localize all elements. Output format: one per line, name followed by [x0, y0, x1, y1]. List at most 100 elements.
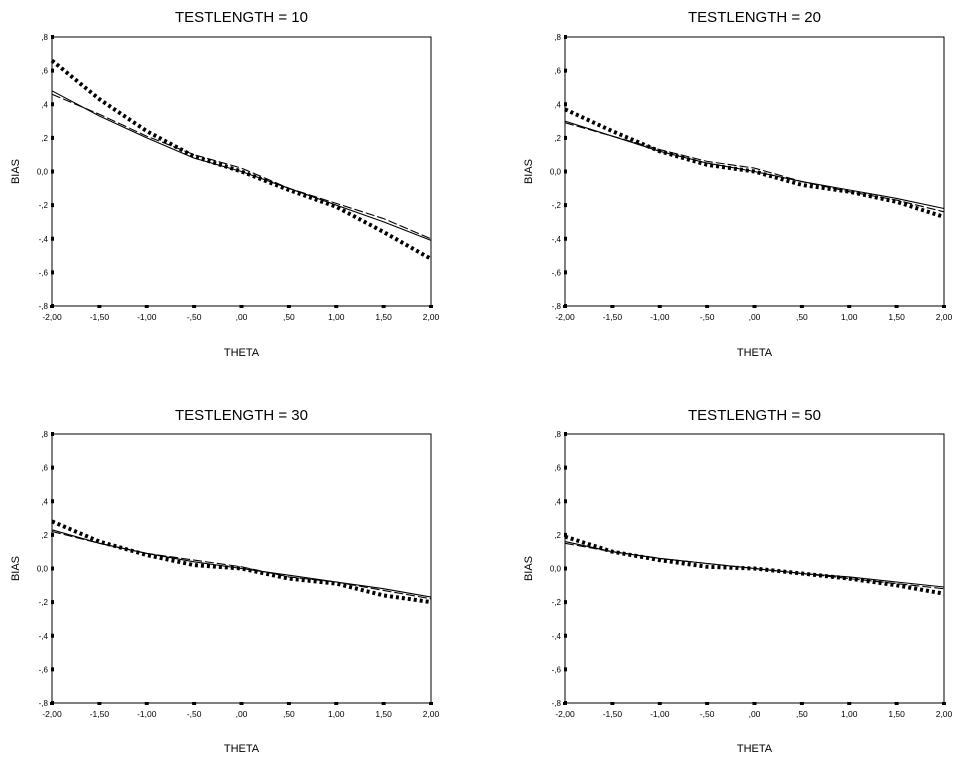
x-tick-label: -,50	[187, 709, 202, 719]
series-line-dashed	[564, 122, 945, 213]
x-axis-label: THETA	[224, 347, 260, 359]
y-tick-label: -,6	[552, 268, 562, 277]
x-tick-label: -,50	[187, 312, 202, 322]
x-tick-mark	[752, 305, 757, 308]
series-line-solid	[564, 541, 945, 588]
y-tick-mark	[564, 600, 567, 605]
x-tick-label: ,00	[749, 312, 761, 322]
x-tick-mark	[144, 305, 149, 308]
x-tick-mark	[799, 702, 804, 705]
x-tick-mark	[97, 702, 102, 705]
x-tick-label: -1,50	[90, 709, 110, 719]
x-tick-mark	[97, 305, 102, 308]
y-tick-label: ,2	[554, 531, 561, 540]
y-tick-label: ,6	[554, 67, 561, 76]
y-tick-label: ,4	[554, 100, 561, 109]
y-tick-label: ,8	[41, 430, 48, 439]
y-tick-mark	[51, 465, 54, 470]
y-axis-label: BIAS	[10, 556, 22, 581]
y-tick-mark	[564, 102, 567, 107]
x-tick-label: 2,00	[936, 312, 953, 322]
y-tick-mark	[51, 135, 54, 140]
x-tick-mark	[192, 305, 197, 308]
x-tick-mark	[847, 702, 852, 705]
x-tick-label: 1,00	[841, 709, 858, 719]
y-axis-label: BIAS	[523, 556, 535, 581]
x-tick-mark	[563, 305, 567, 308]
y-tick-mark	[564, 135, 567, 140]
y-tick-label: ,6	[554, 464, 561, 473]
y-tick-mark	[51, 203, 54, 208]
series-line-dashed	[51, 93, 432, 240]
y-tick-label: -,6	[39, 665, 49, 674]
x-tick-mark	[942, 305, 946, 308]
x-axis-label: THETA	[737, 743, 773, 755]
x-tick-label: -,50	[700, 709, 715, 719]
x-tick-mark	[286, 702, 291, 705]
x-tick-mark	[192, 702, 197, 705]
y-tick-mark	[564, 465, 567, 470]
y-tick-label: -,2	[39, 201, 49, 210]
x-tick-mark	[334, 305, 339, 308]
x-tick-label: 1,50	[375, 312, 392, 322]
x-tick-label: 1,50	[888, 312, 905, 322]
y-tick-label: -,2	[552, 598, 562, 607]
x-axis-label: THETA	[737, 347, 773, 359]
y-axis-label: BIAS	[10, 159, 22, 184]
y-tick-label: -,6	[552, 665, 562, 674]
y-tick-mark	[51, 270, 54, 275]
y-tick-label: 0,0	[550, 168, 562, 177]
x-tick-label: ,00	[749, 709, 761, 719]
x-tick-label: ,50	[283, 709, 295, 719]
x-tick-mark	[610, 702, 615, 705]
y-tick-label: -,8	[552, 699, 562, 708]
x-tick-label: -1,00	[137, 709, 157, 719]
y-tick-mark	[51, 633, 54, 638]
y-tick-label: ,8	[554, 430, 561, 439]
y-tick-mark	[564, 532, 567, 537]
y-tick-mark	[564, 35, 567, 39]
y-tick-mark	[51, 236, 54, 241]
x-tick-label: -1,50	[603, 709, 623, 719]
series-line-dotted	[50, 58, 432, 261]
y-tick-label: -,8	[39, 699, 49, 708]
x-tick-mark	[610, 305, 615, 308]
x-tick-mark	[894, 702, 899, 705]
x-tick-label: 2,00	[423, 312, 440, 322]
x-tick-mark	[657, 305, 662, 308]
x-tick-label: -1,50	[603, 312, 623, 322]
x-tick-mark	[239, 305, 244, 308]
y-tick-label: -,6	[39, 268, 49, 277]
x-tick-mark	[942, 702, 946, 705]
x-tick-mark	[381, 305, 386, 308]
x-tick-mark	[286, 305, 291, 308]
y-tick-mark	[51, 532, 54, 537]
y-tick-label: ,4	[41, 497, 48, 506]
x-tick-label: 2,00	[423, 709, 440, 719]
y-tick-label: 0,0	[37, 168, 49, 177]
y-tick-mark	[51, 600, 54, 605]
chart-panel-2: TESTLENGTH = 20 BIAS THETA ,8 ,6 ,4 ,2 0,0 -,2 -,…	[523, 9, 953, 359]
x-tick-label: ,00	[236, 312, 248, 322]
x-tick-label: ,00	[236, 709, 248, 719]
x-tick-mark	[799, 305, 804, 308]
x-tick-mark	[429, 305, 433, 308]
x-tick-mark	[563, 702, 567, 705]
x-axis-label: THETA	[224, 743, 260, 755]
y-tick-label: 0,0	[37, 565, 49, 574]
y-tick-label: ,4	[41, 100, 48, 109]
x-tick-mark	[381, 702, 386, 705]
y-tick-label: -,8	[39, 302, 49, 311]
y-tick-mark	[51, 35, 54, 39]
y-tick-label: ,2	[554, 134, 561, 143]
x-tick-label: 1,00	[841, 312, 858, 322]
y-tick-mark	[51, 102, 54, 107]
y-tick-mark	[564, 499, 567, 504]
x-tick-mark	[50, 305, 54, 308]
x-tick-mark	[239, 702, 244, 705]
x-tick-label: -1,00	[650, 709, 670, 719]
series-line-dashed	[564, 542, 945, 590]
x-tick-label: -2,00	[555, 709, 575, 719]
y-tick-mark	[564, 432, 567, 436]
